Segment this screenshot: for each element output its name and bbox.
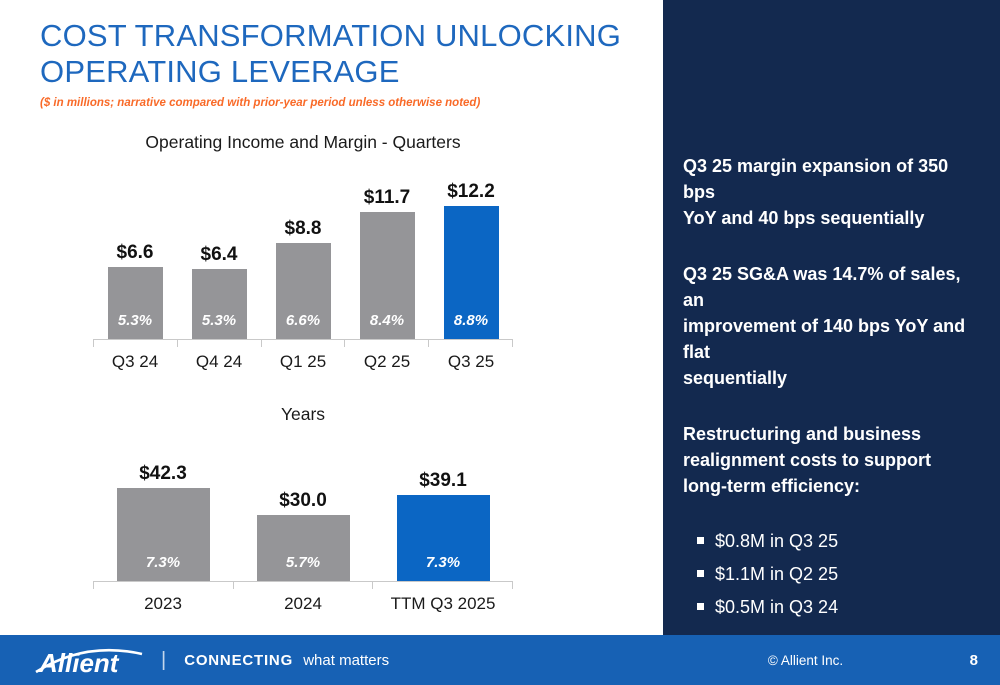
sidebar-paragraph-margin-expansion: Q3 25 margin expansion of 350 bps YoY an… xyxy=(683,156,949,228)
list-item: $0.8M in Q3 25 xyxy=(697,529,980,553)
page-number: 8 xyxy=(969,651,978,669)
category-label: 2023 xyxy=(144,594,182,613)
copyright-text: © Allient Inc. xyxy=(767,652,844,668)
bar: 5.3% xyxy=(191,269,247,339)
chart-bar-group: $11.7 8.4% xyxy=(345,187,429,339)
axis-tick xyxy=(93,582,233,589)
list-item: $1.1M in Q2 25 xyxy=(697,562,980,586)
footer-separator: | xyxy=(161,648,167,671)
bar: 8.4% xyxy=(359,212,415,339)
chart-quarters-axis xyxy=(93,339,513,347)
axis-tick xyxy=(232,582,373,589)
bar-margin-label: 8.4% xyxy=(369,312,405,329)
chart-years-plot: $42.3 7.3% $30.0 5.7% $39.1 7.3% xyxy=(93,431,513,581)
bar-margin-label: 7.3% xyxy=(425,554,461,571)
logo-text: Allient xyxy=(38,648,120,678)
tagline-bold: CONNECTING xyxy=(184,651,294,669)
allient-logo-icon: Allient xyxy=(35,648,143,678)
bar: 5.3% xyxy=(107,267,163,339)
bar: 7.3% xyxy=(116,488,210,581)
bullet-text: $1.1M in Q2 25 xyxy=(715,564,839,584)
chart-bar-group: $30.0 5.7% xyxy=(233,490,373,581)
square-bullet-icon xyxy=(697,570,704,577)
bar-value-label: $42.3 xyxy=(139,463,187,484)
slide-title: COST TRANSFORMATION UNLOCKING OPERATING … xyxy=(40,18,622,89)
footer-tagline: CONNECTING what matters xyxy=(184,652,389,669)
category-label: Q3 25 xyxy=(447,352,495,371)
tagline-rest: what matters xyxy=(303,651,390,669)
square-bullet-icon xyxy=(697,603,704,610)
chart-years-axis xyxy=(93,581,513,589)
bar: 6.6% xyxy=(275,243,331,339)
bar-margin-label: 5.3% xyxy=(117,312,153,329)
sidebar-paragraph-restructuring: Restructuring and business realignment c… xyxy=(683,424,932,496)
axis-tick xyxy=(344,340,428,347)
square-bullet-icon xyxy=(697,537,704,544)
bar-value-label: $8.8 xyxy=(284,218,322,239)
chart-years-title: Years xyxy=(280,404,326,424)
bar-value-label: $30.0 xyxy=(279,490,327,511)
bar-value-label: $11.7 xyxy=(363,187,411,208)
chart-quarters-title: Operating Income and Margin - Quarters xyxy=(145,132,461,152)
chart-bar-group: $8.8 6.6% xyxy=(261,218,345,339)
title-block: COST TRANSFORMATION UNLOCKING OPERATING … xyxy=(40,18,640,109)
footer-bar: Allient | CONNECTING what matters © Alli… xyxy=(0,635,1000,685)
axis-tick xyxy=(93,340,177,347)
category-label: Q3 24 xyxy=(111,352,159,371)
bar-margin-label: 5.3% xyxy=(201,312,237,329)
chart-quarters: Operating Income and Margin - Quarters $… xyxy=(93,130,513,372)
slide-subtitle: ($ in millions; narrative compared with … xyxy=(40,97,481,109)
chart-quarters-plot: $6.6 5.3% $6.4 5.3% $8.8 6.6% $11.7 8.4% $12.2 8.… xyxy=(93,159,513,339)
commentary-sidebar: Q3 25 margin expansion of 350 bps YoY an… xyxy=(663,0,1000,635)
bar-margin-label: 8.8% xyxy=(453,312,489,329)
bar-margin-label: 7.3% xyxy=(145,554,181,571)
bar-value-label: $6.6 xyxy=(116,242,154,263)
bar: 7.3% xyxy=(396,495,490,581)
bar: 5.7% xyxy=(256,515,350,581)
bar-margin-label: 6.6% xyxy=(285,312,321,329)
category-label: TTM Q3 2025 xyxy=(390,594,496,613)
logo-swoosh-icon xyxy=(35,648,143,674)
bar-value-label: $6.4 xyxy=(200,244,238,265)
chart-bar-group: $42.3 7.3% xyxy=(93,463,233,581)
sidebar-bullet-list: $0.8M in Q3 25 $1.1M in Q2 25 $0.5M in Q… xyxy=(683,529,980,619)
bullet-text: $0.5M in Q3 24 xyxy=(715,597,839,617)
sidebar-paragraph-sga: Q3 25 SG&A was 14.7% of sales, an improv… xyxy=(683,264,966,388)
chart-quarters-categories: Q3 24 Q4 24 Q1 25 Q2 25 Q3 25 xyxy=(93,347,513,372)
chart-bar-group: $6.6 5.3% xyxy=(93,242,177,339)
axis-tick xyxy=(372,582,512,589)
bullet-text: $0.8M in Q3 25 xyxy=(715,531,839,551)
category-label: Q2 25 xyxy=(363,352,411,371)
bar: 8.8% xyxy=(443,206,499,339)
allient-logo: Allient xyxy=(33,641,145,679)
category-label: 2024 xyxy=(284,594,322,613)
axis-tick xyxy=(176,340,261,347)
chart-years: Years $42.3 7.3% $30.0 5.7% $39.1 7.3% 2023 20… xyxy=(93,402,513,614)
chart-bar-group: $39.1 7.3% xyxy=(373,470,513,581)
category-label: Q4 24 xyxy=(195,352,243,371)
chart-years-categories: 2023 2024 TTM Q3 2025 xyxy=(93,589,513,614)
bar-margin-label: 5.7% xyxy=(285,554,321,571)
list-item: $0.5M in Q3 24 xyxy=(697,595,980,619)
chart-bar-group: $12.2 8.8% xyxy=(429,181,513,339)
bar-value-label: $12.2 xyxy=(447,181,495,202)
category-label: Q1 25 xyxy=(279,352,327,371)
axis-tick xyxy=(260,340,345,347)
chart-bar-group: $6.4 5.3% xyxy=(177,244,261,339)
bar-value-label: $39.1 xyxy=(419,470,467,491)
axis-tick xyxy=(428,340,512,347)
